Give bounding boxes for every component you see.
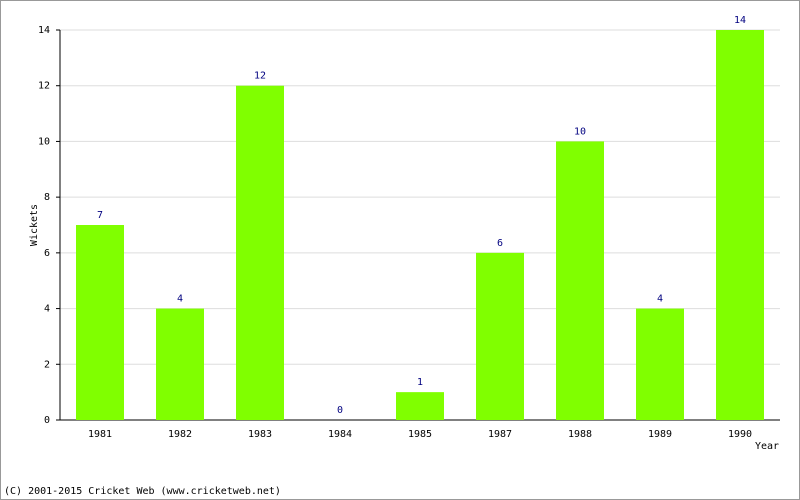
y-tick-label: 2 <box>44 359 50 370</box>
x-axis-label: Year <box>755 441 779 452</box>
value-label: 0 <box>337 405 343 416</box>
value-label: 14 <box>734 15 746 26</box>
x-tick-label: 1984 <box>328 429 352 440</box>
bar <box>556 141 604 420</box>
y-tick-label: 4 <box>44 304 50 315</box>
value-label: 6 <box>497 238 503 249</box>
value-label: 1 <box>417 377 423 388</box>
value-label: 10 <box>574 126 586 137</box>
y-tick-label: 10 <box>38 136 50 147</box>
x-tick-label: 1982 <box>168 429 192 440</box>
x-tick-label: 1985 <box>408 429 432 440</box>
bar <box>396 392 444 420</box>
x-tick-label: 1987 <box>488 429 512 440</box>
bar <box>476 252 524 420</box>
x-tick-label: 1988 <box>568 429 592 440</box>
value-label: 4 <box>177 294 183 305</box>
x-tick-label: 1981 <box>88 429 112 440</box>
bar <box>636 308 684 420</box>
footer: (C) 2001-2015 Cricket Web (www.cricketwe… <box>4 486 281 497</box>
y-tick-label: 14 <box>38 25 50 36</box>
value-label: 7 <box>97 210 103 221</box>
value-label: 12 <box>254 71 266 82</box>
y-tick-label: 0 <box>44 415 50 426</box>
bar <box>76 225 124 420</box>
bar <box>236 85 284 420</box>
bar <box>156 308 204 420</box>
x-tick-label: 1983 <box>248 429 272 440</box>
value-label: 4 <box>657 294 663 305</box>
y-axis-label: Wickets <box>29 204 40 246</box>
y-tick-label: 8 <box>44 192 50 203</box>
y-tick-label: 6 <box>44 248 50 259</box>
y-tick-label: 12 <box>38 81 50 92</box>
x-tick-label: 1990 <box>728 429 752 440</box>
bar <box>716 30 764 420</box>
x-tick-label: 1989 <box>648 429 672 440</box>
